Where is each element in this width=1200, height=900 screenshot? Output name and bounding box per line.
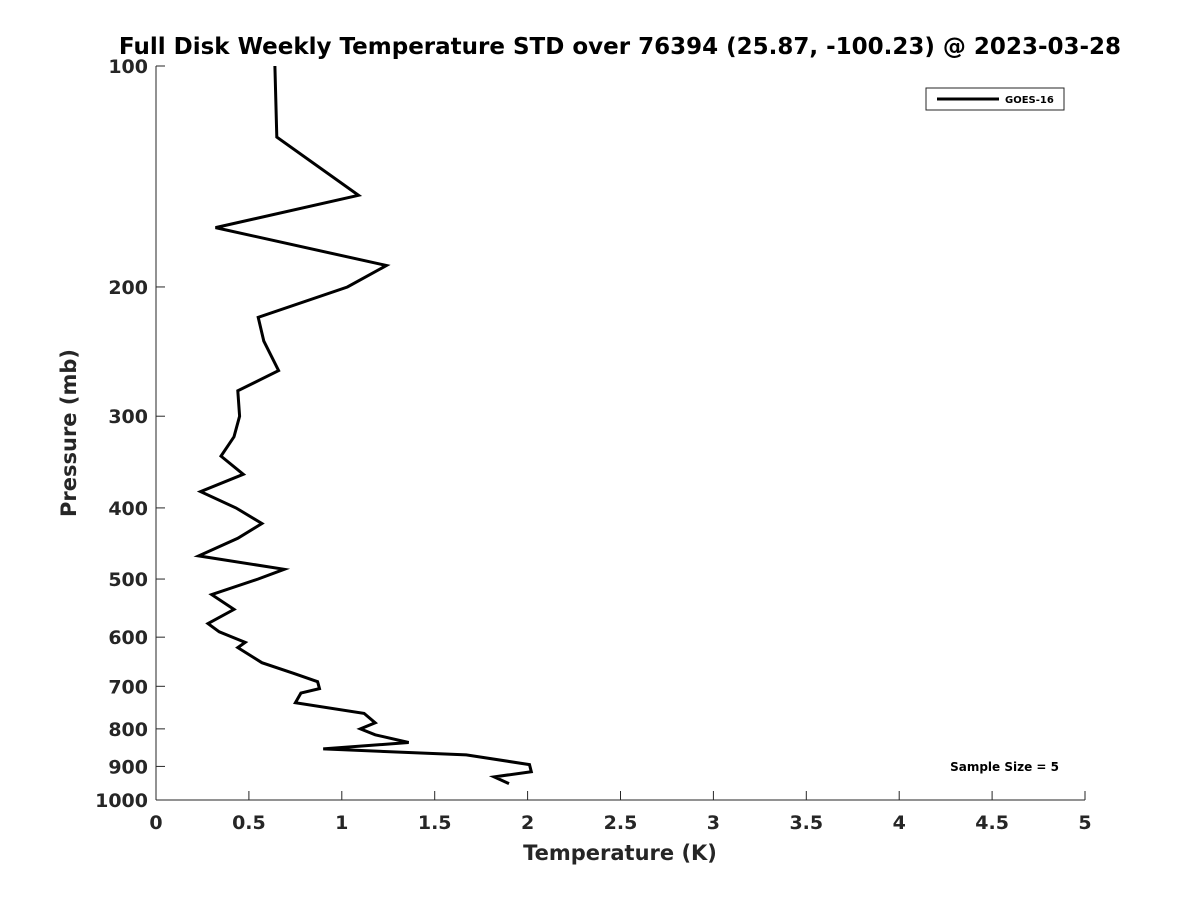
series-line-goes-16 xyxy=(193,65,534,785)
legend-entry-goes-16: GOES-16 xyxy=(1005,95,1054,106)
y-tick-label: 900 xyxy=(108,756,148,778)
y-axis-label: Pressure (mb) xyxy=(57,349,81,517)
x-tick-label: 4.5 xyxy=(975,812,1009,834)
x-tick-label: 2 xyxy=(521,812,534,834)
y-tick-label: 1000 xyxy=(95,790,148,812)
x-tick-label: 5 xyxy=(1078,812,1091,834)
chart-title: Full Disk Weekly Temperature STD over 76… xyxy=(119,34,1121,60)
legend: GOES-16 xyxy=(925,87,1065,111)
x-ticks: 0 0.5 1 1.5 2 2.5 3 3.5 4 4.5 5 xyxy=(149,791,1092,834)
y-tick-label: 600 xyxy=(108,627,148,649)
y-tick-label: 300 xyxy=(108,406,148,428)
x-tick-label: 3 xyxy=(707,812,720,834)
x-tick-label: 3.5 xyxy=(789,812,823,834)
y-tick-label: 500 xyxy=(108,569,148,591)
y-tick-label: 100 xyxy=(108,56,148,78)
sample-size-annotation: Sample Size = 5 xyxy=(950,760,1059,774)
x-tick-label: 2.5 xyxy=(604,812,638,834)
x-tick-label: 1.5 xyxy=(418,812,452,834)
x-axis-label: Temperature (K) xyxy=(523,841,717,865)
y-tick-label: 200 xyxy=(108,277,148,299)
series-layer xyxy=(193,65,534,785)
y-ticks: 100 200 300 400 500 600 700 800 900 1000 xyxy=(95,56,165,812)
y-tick-label: 400 xyxy=(108,498,148,520)
x-tick-label: 0 xyxy=(149,812,162,834)
y-tick-label: 700 xyxy=(108,676,148,698)
x-tick-label: 4 xyxy=(893,812,906,834)
x-tick-label: 0.5 xyxy=(232,812,266,834)
y-tick-label: 800 xyxy=(108,719,148,741)
x-tick-label: 1 xyxy=(335,812,348,834)
axes xyxy=(155,66,1085,801)
